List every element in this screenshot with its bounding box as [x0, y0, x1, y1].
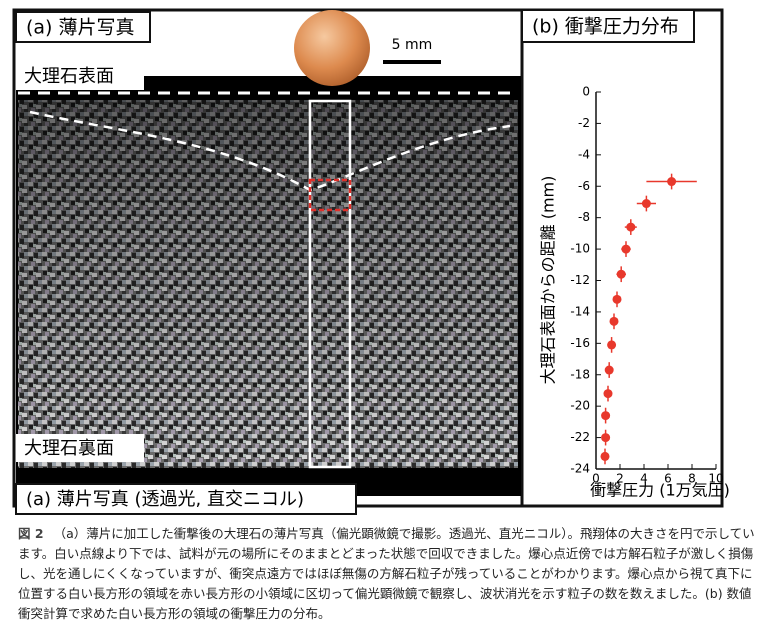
y-tick-label: -2 — [578, 116, 590, 130]
panel-title: (a) 薄片写真 — [26, 17, 135, 39]
y-tick-label: -8 — [578, 210, 590, 224]
y-tick-label: -4 — [578, 147, 590, 161]
x-tick-label: 0 — [592, 472, 600, 486]
data-point — [612, 294, 622, 304]
label-box — [15, 483, 357, 515]
data-point — [641, 199, 651, 209]
y-tick-label: -12 — [570, 273, 590, 287]
y-tick-label: 0 — [582, 85, 590, 99]
caption-label: 図 2 — [18, 526, 44, 541]
y-axis-label: 大理石表面からの距離 (mm) — [539, 176, 558, 385]
y-tick-label: -6 — [578, 179, 590, 193]
y-tick-label: -24 — [570, 462, 590, 476]
data-point — [607, 340, 617, 350]
y-tick-label: -16 — [570, 336, 590, 350]
y-tick-label: -10 — [570, 242, 590, 256]
frame — [12, 8, 724, 508]
label-box — [521, 9, 695, 43]
figure: 5 mm (a) 薄片写真 大理石表面 大理石裏面 (a) 薄片写真 (透過光,… — [12, 8, 730, 515]
data-point — [601, 433, 611, 443]
scale-label: 5 mm — [392, 37, 433, 53]
y-tick-label: -14 — [570, 304, 590, 318]
damage-boundary — [29, 110, 511, 192]
x-axis-label: 衝撃圧力 (1万気圧) — [590, 481, 730, 500]
bottom-label: 大理石裏面 — [24, 438, 114, 459]
y-tick-label: -20 — [570, 399, 590, 413]
data-point — [604, 365, 614, 375]
data-point — [667, 177, 677, 187]
photo-shade — [18, 100, 518, 468]
data-point — [603, 389, 613, 399]
caption: 図 2 （a）薄片に加工した衝撃後の大理石の薄片写真（偏光顕微鏡で撮影。透過光、直… — [18, 524, 763, 624]
panel-footer: (a) 薄片写真 (透過光, 直交ニコル) — [26, 489, 304, 510]
data-point — [621, 244, 631, 254]
projectile — [294, 10, 370, 86]
x-tick-label: 4 — [640, 472, 648, 486]
y-tick-label: -18 — [570, 367, 590, 381]
data-point — [601, 411, 611, 421]
data-point — [609, 316, 619, 326]
x-tick-label: 6 — [664, 472, 672, 486]
data-point — [616, 269, 626, 279]
observed-region — [308, 99, 352, 469]
top-label: 大理石表面 — [24, 66, 114, 87]
sub-region — [308, 178, 352, 212]
x-tick-label: 2 — [616, 472, 624, 486]
label-box — [16, 434, 144, 462]
x-tick-label: 10 — [708, 472, 723, 486]
chart-title: (b) 衝撃圧力分布 — [532, 16, 679, 38]
label-box — [16, 62, 144, 90]
x-tick-label: 8 — [688, 472, 696, 486]
caption-text: （a）薄片に加工した衝撃後の大理石の薄片写真（偏光顕微鏡で撮影。透過光、直光ニコ… — [18, 526, 755, 621]
data-point — [626, 222, 636, 232]
data-point — [600, 451, 610, 461]
y-tick-label: -22 — [570, 430, 590, 444]
label-box — [15, 11, 151, 43]
